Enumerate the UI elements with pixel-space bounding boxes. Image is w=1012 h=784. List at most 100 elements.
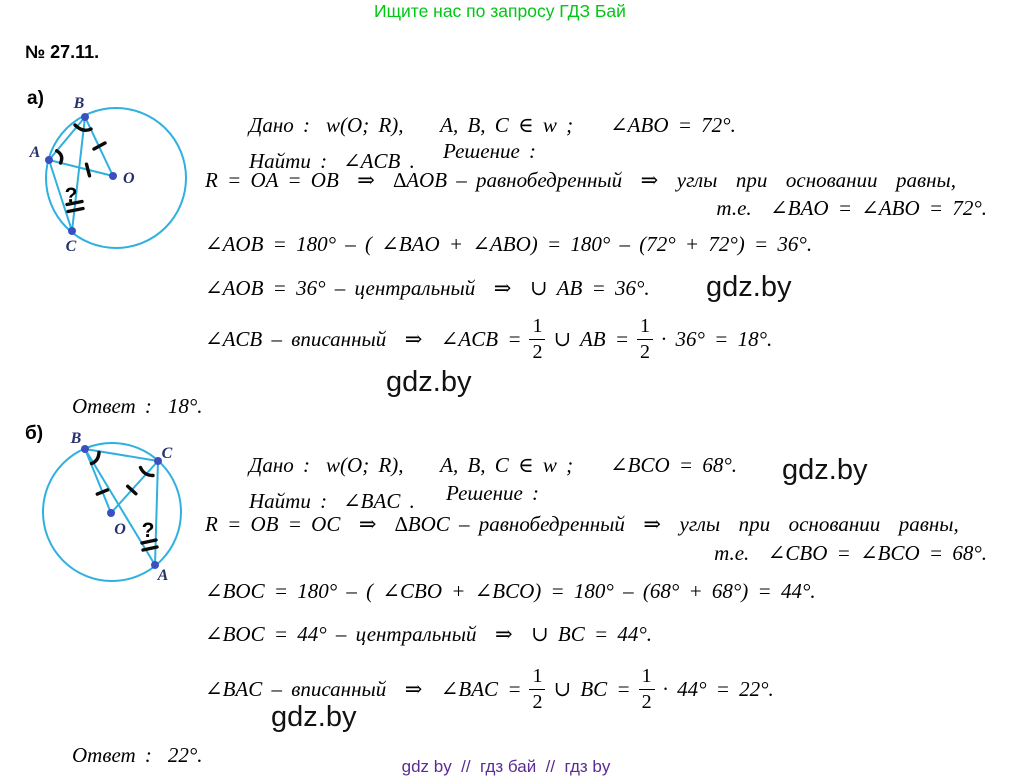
question-mark-b: ? (142, 519, 155, 542)
angle-mark-at-B (89, 450, 101, 466)
part-a-step4: ∠ACB – вписанный ⇒ ∠ACB = 1 2 ∪ AB = 1 2… (205, 310, 772, 368)
step4-post: · 36° = 18°. (661, 326, 773, 351)
fraction-numerator: 1 (529, 665, 546, 690)
fraction-numerator: 1 (638, 665, 655, 690)
point-C (68, 227, 76, 235)
point-C (154, 457, 162, 465)
point-O (107, 509, 115, 517)
given-label: Дано : (249, 113, 311, 137)
point-A (151, 561, 159, 569)
segment-BC (71, 116, 86, 232)
double-tick-2 (141, 545, 159, 552)
fraction-one-half: 1 2 (637, 315, 654, 363)
fraction-one-half: 1 2 (638, 665, 655, 713)
part-b-step1: R = OB = OC ⇒ ∆BOC – равнобедренный ⇒ уг… (205, 512, 959, 536)
point-A (45, 156, 53, 164)
part-b-step4: ∠BAC – вписанный ⇒ ∠BAC = 1 2 ∪ BC = 1 2… (205, 660, 774, 718)
fraction-denominator: 2 (641, 690, 652, 713)
segment-BC (84, 448, 159, 462)
fraction-denominator: 2 (532, 340, 543, 363)
segment-BA (84, 448, 156, 566)
part-b-answer-line: Ответ : 22°. (35, 718, 203, 784)
fraction-one-half: 1 2 (529, 315, 546, 363)
point-B (81, 445, 89, 453)
part-a-step1-cont: т.е. ∠BAO = ∠ABO = 72°. (716, 196, 987, 220)
part-a-given-line: Дано : w(O; R), A, B, C ∈ w ; ∠ABO = 72°. (212, 88, 736, 163)
fraction-numerator: 1 (637, 315, 654, 340)
question-mark-a: ? (65, 184, 78, 207)
fraction-one-half: 1 2 (529, 665, 546, 713)
watermark-gdzby-4: gdz.by (271, 701, 357, 733)
find-body: ∠ACB . (343, 149, 415, 173)
fraction-numerator: 1 (529, 315, 546, 340)
fraction-denominator: 2 (640, 340, 651, 363)
label-A: A (29, 144, 41, 161)
answer-value: 18°. (167, 394, 203, 418)
step4-mid: ∪ AB = (553, 326, 630, 351)
step4-post: · 44° = 22°. (662, 676, 774, 701)
watermark-gdzby-2: gdz.by (386, 366, 472, 398)
find-body: ∠BAC . (343, 489, 415, 513)
segment-AB (48, 116, 86, 161)
tick-on-CO (125, 484, 138, 496)
watermark-gdzby-1: gdz.by (706, 271, 792, 303)
label-B: B (73, 95, 85, 112)
fraction-denominator: 2 (532, 690, 543, 713)
label-O: O (114, 521, 126, 538)
watermark-gdzby-3: gdz.by (782, 454, 868, 486)
tick-on-BO (92, 141, 107, 151)
footer-text: gdz by // гдз бай // гдз by (401, 757, 611, 776)
angle-mark-at-B (73, 123, 93, 133)
tick-on-AO (84, 162, 92, 178)
double-tick-1 (140, 538, 158, 545)
given-body: w(O; R), A, B, C ∈ w ; ∠BCO = 68°. (326, 453, 738, 477)
circle-a (45, 107, 187, 249)
part-a-label: а) (27, 88, 44, 109)
part-b-step2: ∠BOC = 180° – ( ∠CBO + ∠BCO) = 180° – (6… (205, 579, 816, 603)
part-a-step2: ∠AOB = 180° – ( ∠BAO + ∠ABO) = 180° – (7… (205, 232, 813, 256)
double-tick-2 (66, 206, 85, 214)
segment-BO (84, 448, 112, 514)
circle-b (42, 442, 182, 582)
step4-pre: ∠BAC – вписанный ⇒ ∠BAC = (205, 676, 522, 701)
label-A: A (157, 567, 169, 584)
angle-mark-at-C (138, 465, 155, 478)
angle-mark-at-A (55, 149, 64, 165)
label-C: C (66, 238, 77, 255)
part-b-given-line: Дано : w(O; R), A, B, C ∈ w ; ∠BCO = 68°. (212, 428, 737, 503)
diagram-b-circle-figure: B C O A ? (25, 430, 195, 595)
segment-AC (48, 159, 73, 232)
part-b-step1-cont: т.е. ∠CBO = ∠BCO = 68°. (714, 541, 987, 565)
problem-number: № 27.11. (25, 42, 100, 62)
promo-text: Ищите нас по запросу ГДЗ Бай (374, 1, 626, 21)
part-a-solution-label: Решение : (443, 139, 537, 163)
part-a-answer-line: Ответ : 18°. (35, 369, 203, 444)
part-b-label: б) (25, 423, 44, 444)
given-body: w(O; R), A, B, C ∈ w ; ∠ABO = 72°. (326, 113, 736, 137)
part-a-find-line: Найти : ∠ACB . (212, 124, 415, 199)
diagram-a-svg: B A O C ? (29, 95, 187, 255)
find-label: Найти : (249, 489, 328, 513)
step4-mid: ∪ BC = (553, 676, 631, 701)
label-C: C (162, 445, 173, 462)
segment-CA (154, 460, 159, 566)
segment-AO (48, 159, 114, 177)
part-b-step3: ∠BOC = 44° – центральный ⇒ ∪ BC = 44°. (205, 622, 653, 646)
point-O (109, 172, 117, 180)
given-label: Дано : (249, 453, 311, 477)
answer-label: Ответ : (72, 743, 152, 767)
part-b-solution-label: Решение : (446, 481, 540, 505)
diagram-a-circle-figure: B A O C ? (22, 92, 192, 267)
answer-label: Ответ : (72, 394, 152, 418)
find-label: Найти : (249, 149, 328, 173)
answer-value: 22°. (167, 743, 203, 767)
step4-pre: ∠ACB – вписанный ⇒ ∠ACB = (205, 326, 522, 351)
diagram-b-svg: B C O A ? (42, 430, 182, 584)
part-a-step1: R = OA = OB ⇒ ∆AOB – равнобедренный ⇒ уг… (205, 168, 957, 192)
point-B (81, 113, 89, 121)
label-O: O (123, 170, 135, 187)
tick-on-BO (95, 488, 110, 496)
part-a-step3: ∠AOB = 36° – центральный ⇒ ∪ AB = 36°. (205, 276, 650, 300)
label-B: B (70, 430, 82, 447)
